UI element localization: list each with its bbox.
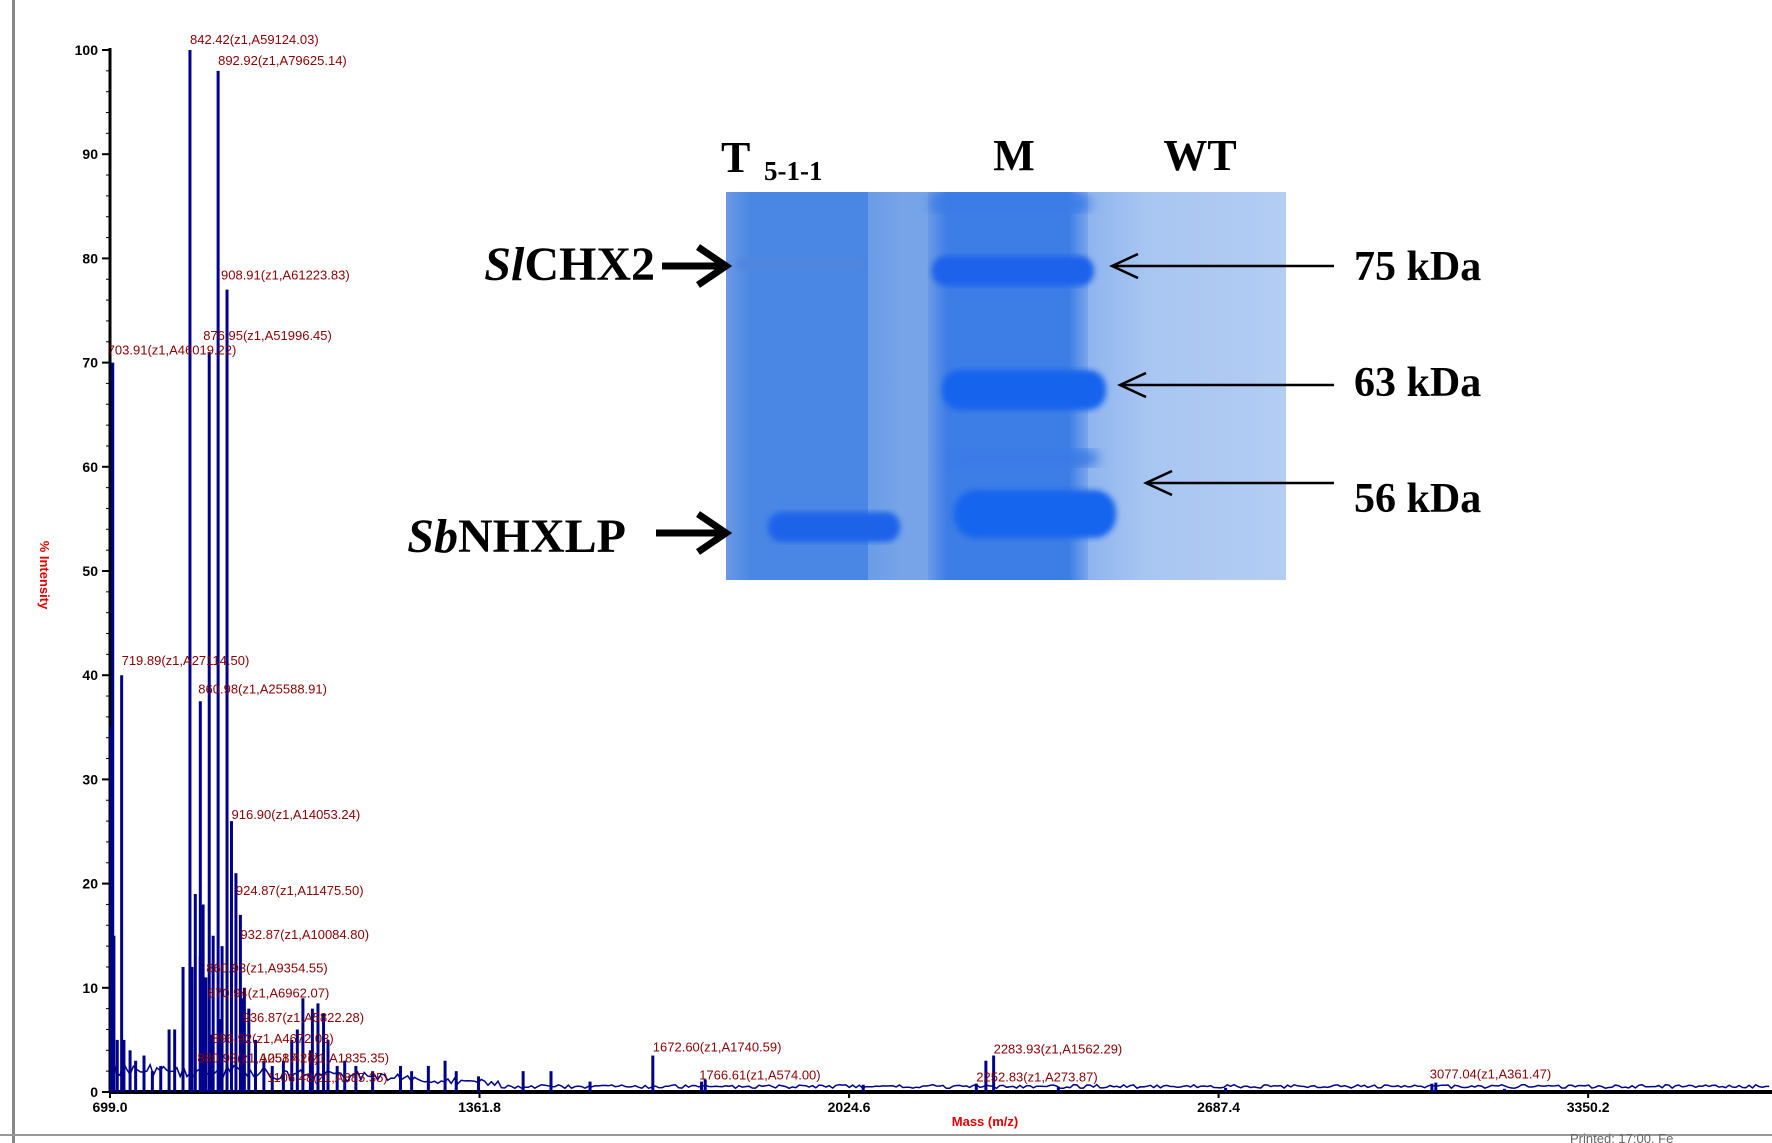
peak-label: 924.87(z1,A11475.50) xyxy=(236,883,364,898)
peak-label: 936.87(z1,A5822.28) xyxy=(243,1010,364,1025)
peak-label: 880.93(z1,A2517.27) xyxy=(197,1051,318,1066)
y-axis-title: % Intensity xyxy=(37,541,52,610)
peak-label: 1766.61(z1,A574.00) xyxy=(699,1068,820,1083)
label-sbnhxlp-italic: Sb xyxy=(407,510,458,563)
peak-label: 842.42(z1,A59124.03) xyxy=(190,32,319,47)
y-tick-label: 90 xyxy=(82,146,98,162)
lane-label-wt: WT xyxy=(1163,131,1236,180)
y-tick-label: 70 xyxy=(82,355,98,371)
peak-label: 1106.48(z1,A885.35) xyxy=(267,1070,387,1085)
peak-label: 860.93(z1,A9354.55) xyxy=(206,961,327,976)
peak-label: 719.89(z1,A27114.50) xyxy=(122,653,250,668)
peak-label: 860.98(z1,A25588.91) xyxy=(198,681,327,696)
band-slchx2-faint xyxy=(736,258,866,270)
peak-label: 892.92(z1,A79625.14) xyxy=(218,53,347,68)
band-marker-75 xyxy=(932,256,1094,286)
lane-label-t-subscript: 5-1-1 xyxy=(764,156,822,186)
y-tick-label: 0 xyxy=(90,1084,98,1100)
spectrum-baseline xyxy=(109,1057,1770,1090)
x-axis-title: Mass (m/z) xyxy=(952,1114,1018,1129)
chart-axes: 0 10 20 30 40 50 60 70 80 90 100 699.0 1361.8 2024.6 2… xyxy=(75,42,1772,1115)
band-marker-faint-top xyxy=(930,196,1090,212)
y-tick-label: 100 xyxy=(75,42,99,58)
arrow-slchx2 xyxy=(662,244,733,288)
lane-label-t: T xyxy=(721,133,750,182)
peak-label: 876.95(z1,A51996.45) xyxy=(203,328,332,343)
peak-label: 896.92(z1,A4672.03) xyxy=(212,1031,333,1046)
y-tick-label: 50 xyxy=(82,563,98,579)
peak-label: 908.91(z1,A61223.83) xyxy=(221,268,350,283)
x-tick-label: 699.0 xyxy=(92,1099,127,1115)
left-frame-line xyxy=(12,0,15,1143)
band-marker-56 xyxy=(954,490,1116,538)
peak-label: 870.94(z1,A6962.07) xyxy=(208,985,329,1000)
peak-label: 1672.60(z1,A1740.59) xyxy=(653,1040,782,1055)
y-tick-label: 10 xyxy=(82,980,98,996)
printed-footer: Printed: 17:00, Fe xyxy=(1570,1131,1673,1143)
x-tick-label: 3350.2 xyxy=(1567,1099,1610,1115)
arrow-marker-63 xyxy=(1117,371,1334,399)
band-sbnhxlp xyxy=(768,512,900,542)
peak-label: 932.87(z1,A10084.80) xyxy=(240,927,369,942)
y-tick-label: 30 xyxy=(82,771,98,787)
x-tick-label: 2024.6 xyxy=(828,1099,871,1115)
label-slchx2-italic: Sl xyxy=(484,238,525,291)
band-marker-63 xyxy=(942,370,1106,410)
y-tick-label: 60 xyxy=(82,459,98,475)
label-sbnhxlp: SbNHXLP xyxy=(407,510,626,563)
peak-label: 703.91(z1,A46019.22) xyxy=(108,343,237,358)
marker-label-56: 56 kDa xyxy=(1354,476,1481,522)
y-tick-label: 80 xyxy=(82,250,98,266)
peak-label: 916.90(z1,A14053.24) xyxy=(232,807,361,822)
spectrum-peaks xyxy=(109,50,1770,1092)
arrow-marker-75 xyxy=(1109,252,1334,280)
arrow-marker-56 xyxy=(1143,469,1334,497)
label-slchx2-rest: CHX2 xyxy=(524,238,655,291)
lane-label-m: M xyxy=(993,131,1035,180)
peak-label: 1058.41(z1,A1835.35) xyxy=(260,1050,389,1065)
label-slchx2: SlCHX2 xyxy=(484,238,655,291)
x-tick-label: 1361.8 xyxy=(458,1099,501,1115)
x-tick-label: 2687.4 xyxy=(1197,1099,1240,1115)
y-tick-label: 40 xyxy=(82,667,98,683)
bottom-frame-line xyxy=(0,1134,1772,1136)
peak-label: 3077.04(z1,A361.47) xyxy=(1430,1067,1551,1082)
label-sbnhxlp-rest: NHXLP xyxy=(458,510,626,563)
peak-label: 2283.93(z1,A1562.29) xyxy=(994,1042,1123,1057)
band-marker-faint-mid xyxy=(948,450,1098,466)
marker-label-63: 63 kDa xyxy=(1354,360,1481,406)
peak-label: 2252.83(z1,A273.87) xyxy=(976,1070,1097,1085)
peak-labels: 703.91(z1,A46019.22) 719.89(z1,A27114.50)… xyxy=(108,32,1552,1085)
sds-page-gel-inset: T 5-1-1 M WT SlCHX2 SbNHXLP xyxy=(407,131,1481,580)
arrow-sbnhxlp xyxy=(656,511,733,555)
y-tick-label: 20 xyxy=(82,876,98,892)
marker-label-75: 75 kDa xyxy=(1354,244,1481,290)
